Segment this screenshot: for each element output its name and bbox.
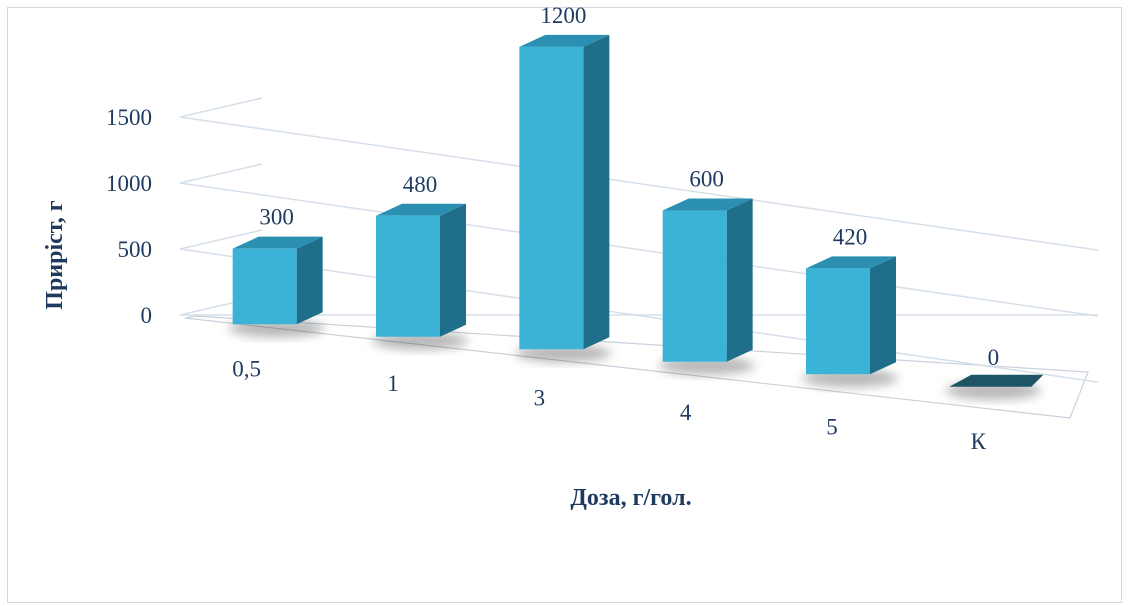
bar-side	[726, 198, 753, 362]
data-label: 300	[259, 205, 294, 230]
gridline	[179, 182, 1099, 317]
y-tick-label: 1000	[106, 171, 152, 196]
y-axis-title: Приріст, г	[42, 200, 68, 309]
bar	[232, 248, 297, 325]
gridline-depth	[179, 163, 263, 184]
x-tick-label: 4	[680, 400, 692, 425]
data-label: 1200	[540, 3, 586, 28]
bar-top	[662, 198, 753, 211]
x-axis-title: Доза, г/гол.	[570, 485, 691, 511]
bar-side	[440, 203, 466, 337]
bar	[376, 215, 440, 337]
data-label: 0	[988, 345, 1000, 370]
x-tick-label: 0,5	[232, 356, 261, 381]
bar-top	[376, 203, 466, 216]
x-tick-label: 5	[826, 414, 838, 439]
bar-side	[296, 236, 323, 325]
x-tick-label: 1	[387, 371, 399, 396]
gridline	[179, 116, 1099, 251]
gridline-depth	[179, 229, 263, 250]
x-tick-label: 3	[534, 385, 546, 410]
data-label: 480	[403, 172, 438, 197]
bar	[806, 268, 870, 375]
bar-top	[806, 256, 896, 269]
bar	[949, 374, 1044, 387]
gridline	[179, 248, 1099, 383]
bar-top	[519, 34, 610, 47]
data-label: 420	[833, 224, 868, 249]
data-label: 600	[689, 167, 724, 192]
bar-side	[583, 34, 610, 350]
gridline-depth	[179, 97, 263, 118]
bar	[662, 210, 727, 362]
y-tick-label: 1500	[106, 105, 152, 130]
y-tick-label: 0	[141, 303, 153, 328]
y-tick-label: 500	[118, 237, 153, 262]
bar-side	[870, 256, 896, 375]
bar	[519, 46, 584, 350]
bar-top	[232, 236, 323, 249]
x-tick-label: К	[971, 429, 987, 454]
